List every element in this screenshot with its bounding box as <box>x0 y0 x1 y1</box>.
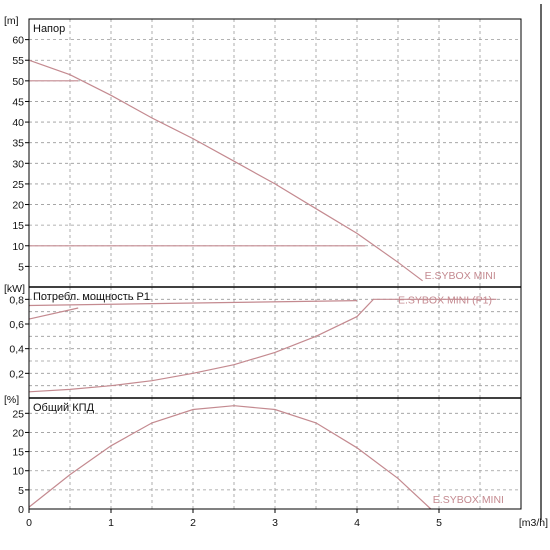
series-label: E.SYBOX MINI <box>425 270 496 282</box>
y-tick-label: 20 <box>12 427 24 439</box>
y-tick-label: 25 <box>12 408 24 420</box>
x-tick-label: 4 <box>354 517 360 529</box>
x-tick-label: 2 <box>190 517 196 529</box>
grid-layer <box>29 19 521 509</box>
x-unit-label: [m3/h] <box>519 517 548 529</box>
series-line <box>28 298 497 393</box>
y-unit-label: [%] <box>4 394 19 406</box>
x-tick-label: 1 <box>108 517 114 529</box>
series-line <box>28 307 79 320</box>
curve-layer <box>28 59 497 510</box>
frame-layer <box>25 4 542 520</box>
y-tick-label: 0,2 <box>9 368 24 380</box>
y-tick-label: 50 <box>12 76 24 88</box>
panel-title: Потребл. мощность P1 <box>33 291 150 303</box>
y-tick-label: 55 <box>12 55 24 67</box>
y-tick-label: 10 <box>12 466 24 478</box>
series-line <box>28 59 423 282</box>
y-tick-label: 30 <box>12 158 24 170</box>
panel-title: Напор <box>33 23 65 35</box>
y-tick-label: 35 <box>12 138 24 150</box>
y-tick-label: 15 <box>12 220 24 232</box>
y-unit-label: [kW] <box>4 283 25 295</box>
x-tick-label: 5 <box>436 517 442 529</box>
panel-title: Общий КПД <box>33 402 95 414</box>
y-tick-label: 60 <box>12 35 24 47</box>
series-line <box>28 300 358 307</box>
y-tick-label: 45 <box>12 96 24 108</box>
x-tick-label: 3 <box>272 517 278 529</box>
series-line <box>28 405 432 510</box>
x-tick-label: 0 <box>26 517 32 529</box>
series-label: E.SYBOX MINI (P1) <box>398 294 492 306</box>
y-tick-label: 0,4 <box>9 344 24 356</box>
y-tick-label: 0 <box>18 504 24 516</box>
y-tick-label: 25 <box>12 179 24 191</box>
y-unit-label: [m] <box>4 15 19 27</box>
y-tick-label: 20 <box>12 200 24 212</box>
y-tick-label: 5 <box>18 261 24 273</box>
y-tick-label: 15 <box>12 447 24 459</box>
y-tick-label: 0,8 <box>9 294 24 306</box>
y-tick-label: 5 <box>18 485 24 497</box>
y-tick-label: 0,6 <box>9 319 24 331</box>
y-tick-label: 10 <box>12 241 24 253</box>
y-tick-label: 40 <box>12 117 24 129</box>
series-label: E.SYBOX MINI <box>433 494 504 506</box>
